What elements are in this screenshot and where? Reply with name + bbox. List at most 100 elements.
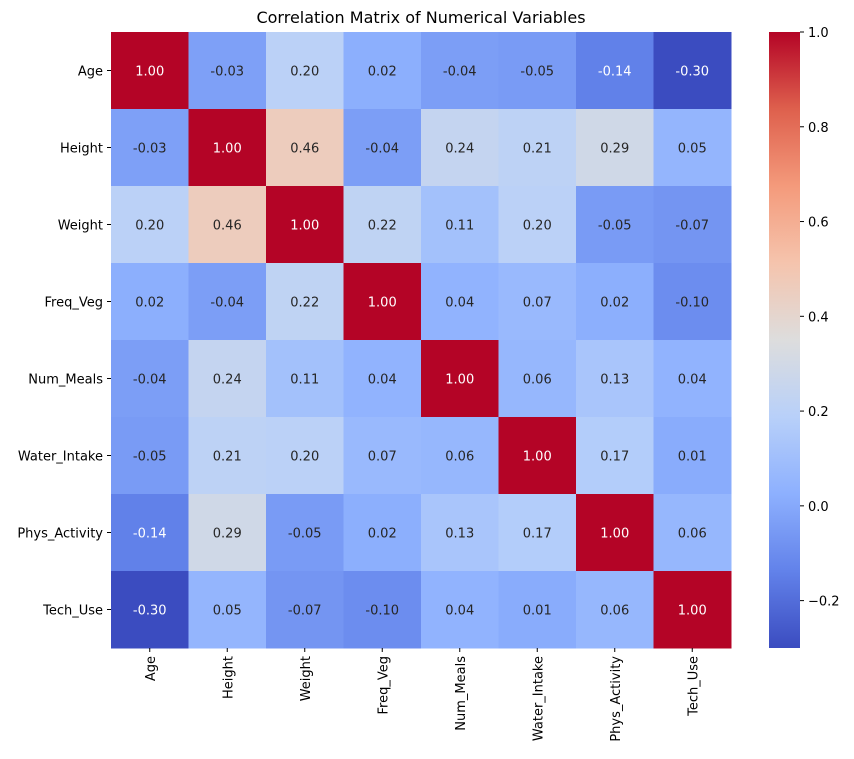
cell-value-label: 0.20 xyxy=(290,65,319,80)
colorbar-tick-label: 1.0 xyxy=(808,26,829,41)
cell-value-label: 0.01 xyxy=(523,604,552,619)
heatmap-cell-Height-Water_Intake xyxy=(498,109,577,187)
heatmap-cell-Age-Freq_Veg xyxy=(343,32,422,110)
cell-value-label: 0.04 xyxy=(678,373,707,388)
cell-value-label: 0.24 xyxy=(445,142,474,157)
column-labels: Age Height Weight Freq_Veg Num_Meals Water_In… xyxy=(144,648,701,742)
cell-value-label: 0.07 xyxy=(523,296,552,311)
column-label: Tech_Use xyxy=(686,656,701,717)
heatmap-cell-Num_Meals-Weight xyxy=(266,340,344,418)
heatmap-cell-Weight-Freq_Veg xyxy=(343,186,422,264)
colorbar-tick-label: 0.6 xyxy=(808,216,829,231)
cell-value-label: 0.21 xyxy=(523,142,552,157)
cell-value-label: 0.04 xyxy=(445,604,474,619)
colorbar: −0.2 0.0 0.2 0.4 0.6 0.8 1.0 xyxy=(769,26,840,648)
cell-value-label: 0.21 xyxy=(213,450,242,465)
row-label: Weight xyxy=(58,219,103,234)
row-label: Age xyxy=(78,65,103,80)
heatmap-cell-Water_Intake-Num_Meals xyxy=(421,417,499,495)
heatmap-cell-Tech_Use-Water_Intake xyxy=(498,571,577,649)
heatmap-cell-Age-Age xyxy=(111,32,189,110)
heatmap-cell-Water_Intake-Age xyxy=(111,417,189,495)
cell-value-label: 0.06 xyxy=(445,450,474,465)
column-label: Num_Meals xyxy=(454,656,469,731)
cell-value-label: -0.14 xyxy=(598,65,632,80)
heatmap-cell-Age-Height xyxy=(188,32,267,110)
heatmap-cell-Tech_Use-Age xyxy=(111,571,189,649)
row-label: Water_Intake xyxy=(18,450,103,465)
cell-value-label: -0.30 xyxy=(133,604,167,619)
heatmap-cell-Height-Phys_Activity xyxy=(576,109,654,187)
heatmap-cell-Freq_Veg-Phys_Activity xyxy=(576,263,654,341)
heatmap-cell-Tech_Use-Num_Meals xyxy=(421,571,499,649)
heatmap-cells: 1.00 -0.03 0.20 0.02 -0.04 -0.05 -0.14 -0.30 -0.… xyxy=(111,32,732,649)
cell-value-label: 0.06 xyxy=(678,527,707,542)
heatmap-cell-Num_Meals-Water_Intake xyxy=(498,340,577,418)
heatmap-cell-Phys_Activity-Water_Intake xyxy=(498,494,577,572)
colorbar-gradient xyxy=(769,32,800,648)
row-label: Num_Meals xyxy=(28,373,103,388)
column-label: Water_Intake xyxy=(531,656,546,741)
heatmap-cell-Height-Age xyxy=(111,109,189,187)
row-label: Freq_Veg xyxy=(45,296,103,311)
heatmap-cell-Num_Meals-Num_Meals xyxy=(421,340,499,418)
cell-value-label: 0.06 xyxy=(523,373,552,388)
heatmap-cell-Num_Meals-Freq_Veg xyxy=(343,340,422,418)
heatmap-cell-Freq_Veg-Water_Intake xyxy=(498,263,577,341)
cell-value-label: 1.00 xyxy=(445,373,474,388)
colorbar-tick-label: 0.8 xyxy=(808,121,829,136)
heatmap-cell-Phys_Activity-Weight xyxy=(266,494,344,572)
column-label: Height xyxy=(221,656,236,699)
column-label: Age xyxy=(144,656,159,681)
cell-value-label: 0.05 xyxy=(678,142,707,157)
cell-value-label: 0.02 xyxy=(368,527,397,542)
heatmap-cell-Water_Intake-Tech_Use xyxy=(653,417,732,495)
heatmap-cell-Phys_Activity-Age xyxy=(111,494,189,572)
heatmap-cell-Freq_Veg-Freq_Veg xyxy=(343,263,422,341)
cell-value-label: -0.10 xyxy=(365,604,399,619)
cell-value-label: 0.13 xyxy=(445,527,474,542)
cell-value-label: 0.22 xyxy=(290,296,319,311)
cell-value-label: 0.02 xyxy=(600,296,629,311)
cell-value-label: 0.17 xyxy=(523,527,552,542)
cell-value-label: -0.04 xyxy=(365,142,399,157)
heatmap-cell-Phys_Activity-Height xyxy=(188,494,267,572)
heatmap-cell-Height-Height xyxy=(188,109,267,187)
cell-value-label: -0.14 xyxy=(133,527,167,542)
heatmap-cell-Water_Intake-Water_Intake xyxy=(498,417,577,495)
cell-value-label: 0.17 xyxy=(600,450,629,465)
heatmap-cell-Phys_Activity-Num_Meals xyxy=(421,494,499,572)
cell-value-label: 1.00 xyxy=(290,219,319,234)
heatmap-cell-Height-Freq_Veg xyxy=(343,109,422,187)
cell-value-label: 0.22 xyxy=(368,219,397,234)
heatmap-cell-Tech_Use-Weight xyxy=(266,571,344,649)
heatmap-cell-Age-Water_Intake xyxy=(498,32,577,110)
colorbar-tick-label: 0.0 xyxy=(808,500,829,515)
colorbar-tick-label: 0.4 xyxy=(808,310,829,325)
heatmap-cell-Weight-Water_Intake xyxy=(498,186,577,264)
heatmap-cell-Weight-Num_Meals xyxy=(421,186,499,264)
cell-value-label: -0.03 xyxy=(133,142,167,157)
column-label: Weight xyxy=(299,656,314,701)
heatmap-cell-Water_Intake-Phys_Activity xyxy=(576,417,654,495)
column-label: Freq_Veg xyxy=(376,656,391,714)
heatmap-cell-Tech_Use-Freq_Veg xyxy=(343,571,422,649)
heatmap-cell-Weight-Weight xyxy=(266,186,344,264)
heatmap-cell-Age-Num_Meals xyxy=(421,32,499,110)
heatmap-cell-Freq_Veg-Tech_Use xyxy=(653,263,732,341)
row-label: Height xyxy=(60,142,103,157)
cell-value-label: 0.04 xyxy=(368,373,397,388)
cell-value-label: 0.11 xyxy=(445,219,474,234)
cell-value-label: 1.00 xyxy=(368,296,397,311)
heatmap-cell-Freq_Veg-Height xyxy=(188,263,267,341)
heatmap-cell-Tech_Use-Height xyxy=(188,571,267,649)
heatmap-cell-Age-Tech_Use xyxy=(653,32,732,110)
heatmap-cell-Num_Meals-Height xyxy=(188,340,267,418)
heatmap-cell-Freq_Veg-Weight xyxy=(266,263,344,341)
cell-value-label: 1.00 xyxy=(523,450,552,465)
heatmap-cell-Freq_Veg-Num_Meals xyxy=(421,263,499,341)
cell-value-label: 0.11 xyxy=(290,373,319,388)
heatmap-cell-Water_Intake-Freq_Veg xyxy=(343,417,422,495)
cell-value-label: 0.02 xyxy=(135,296,164,311)
